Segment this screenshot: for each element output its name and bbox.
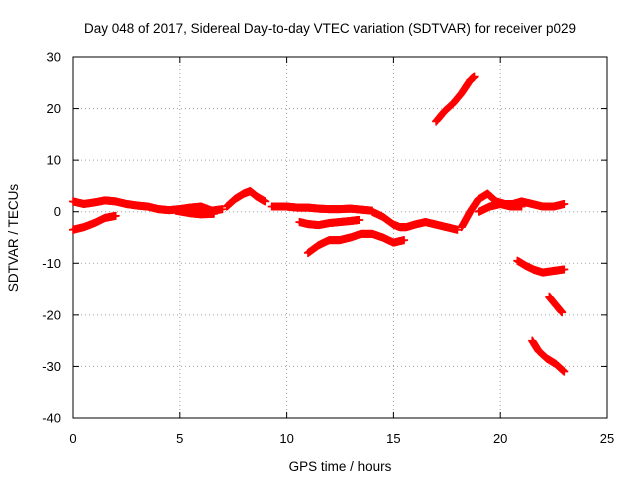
data-point bbox=[111, 211, 120, 220]
y-tick-label: 20 bbox=[47, 101, 61, 116]
data-point bbox=[558, 308, 567, 317]
data-point bbox=[218, 205, 227, 214]
series-arc-7 bbox=[295, 215, 364, 230]
x-tick-label: 10 bbox=[279, 431, 293, 446]
x-tick-labels: 0 5 10 15 20 25 bbox=[69, 431, 614, 446]
series-arc-3 bbox=[171, 206, 218, 219]
x-tick-label: 15 bbox=[386, 431, 400, 446]
series-arc-9 bbox=[432, 72, 479, 126]
y-tick-labels: -40 -30 -20 -10 0 10 20 30 bbox=[42, 50, 61, 426]
chart-title: Day 048 of 2017, Sidereal Day-to-day VTE… bbox=[84, 21, 576, 36]
data-point bbox=[560, 265, 569, 274]
x-tick-label: 20 bbox=[493, 431, 507, 446]
series-arc-8 bbox=[303, 229, 409, 257]
series-arc-6 bbox=[368, 207, 462, 234]
data-points bbox=[69, 72, 569, 376]
data-point bbox=[560, 199, 569, 208]
series-arc-11 bbox=[474, 199, 526, 216]
series-arc-14 bbox=[528, 336, 569, 376]
series-arc-2 bbox=[69, 211, 120, 234]
y-axis-label: SDTVAR / TECUs bbox=[6, 184, 21, 293]
data-point bbox=[209, 209, 218, 218]
y-tick-label: -20 bbox=[42, 307, 61, 322]
data-point bbox=[261, 197, 270, 206]
series-arc-1 bbox=[69, 196, 227, 215]
data-point bbox=[400, 236, 409, 245]
y-tick-label: -40 bbox=[42, 411, 61, 426]
y-tick-label: 30 bbox=[47, 50, 61, 65]
x-axis-label: GPS time / hours bbox=[289, 459, 392, 474]
series-arc-5 bbox=[267, 202, 377, 215]
y-tick-label: 0 bbox=[54, 204, 61, 219]
plot-frame bbox=[72, 56, 608, 419]
axis-ticks bbox=[72, 56, 608, 419]
series-arc-13 bbox=[545, 292, 567, 317]
data-point bbox=[453, 225, 462, 234]
y-tick-label: -10 bbox=[42, 256, 61, 271]
data-point bbox=[355, 215, 364, 224]
x-tick-label: 0 bbox=[69, 431, 76, 446]
data-point bbox=[517, 202, 526, 211]
x-tick-label: 25 bbox=[600, 431, 614, 446]
data-point bbox=[560, 367, 569, 376]
series-arc-12 bbox=[513, 256, 569, 277]
x-tick-label: 5 bbox=[176, 431, 183, 446]
data-point bbox=[470, 72, 479, 81]
y-tick-label: 10 bbox=[47, 153, 61, 168]
y-tick-label: -30 bbox=[42, 359, 61, 374]
series-arc-4 bbox=[222, 187, 270, 211]
